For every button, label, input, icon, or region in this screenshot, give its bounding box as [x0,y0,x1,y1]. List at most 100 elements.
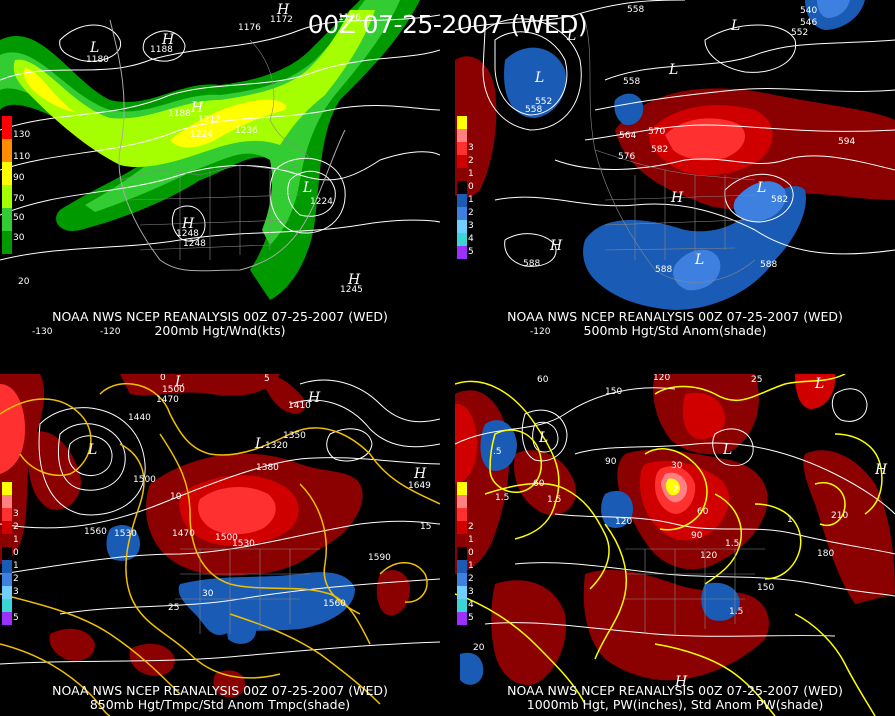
colorbar-label: 3 [468,221,474,231]
colorbar-label: 1 [13,561,19,571]
contour-label: 180 [817,549,834,559]
colorbar-label: 3 [468,143,474,153]
contour-label: 1500 [133,475,156,485]
panel-caption-field: 500mb Hgt/Std Anom(shade) [583,323,767,338]
panel-caption-field: 850mb Hgt/Tmpc/Std Anom Tmpc(shade) [89,697,351,712]
contour-label: 570 [648,127,665,137]
contour-label: 558 [623,77,640,87]
contour-label: 20 [473,643,485,653]
contour-label: 20 [18,277,30,287]
contour-label: 60 [533,479,545,489]
contour-label: 1188 [150,45,173,55]
contour-label: -120 [530,327,551,337]
pressure-center-label: L [174,374,184,390]
contour-label: 558 [627,5,644,15]
page-title: 00Z 07-25-2007 (WED) [307,10,588,39]
pressure-center-label: H [276,2,290,18]
colorbar-label: 4 [468,234,474,244]
contour-label: 120 [615,517,632,527]
contour-label: 2 [673,485,679,495]
contour-label: 1530 [114,529,137,539]
colorbar-label: 5 [468,613,474,623]
panel-caption-source: NOAA NWS NCEP REANALYSIS 00Z 07-25-2007 … [52,309,388,324]
contour-label: 1248 [176,229,199,239]
panel-caption-source: NOAA NWS NCEP REANALYSIS 00Z 07-25-2007 … [507,309,843,324]
colorbar-anomaly [457,116,467,259]
contour-label: 552 [791,28,808,38]
contour-label: 25 [751,375,762,385]
contour-label: 1.5 [729,607,743,617]
panel-500mb: 558 540 546 552 552 558 558 564 570 576 … [455,0,895,342]
colorbar-label: 2 [468,522,474,532]
contour-label: 60 [697,507,709,517]
contour-label: 594 [838,137,855,147]
contour-label: 582 [771,195,788,205]
map-500mb: 558 540 546 552 552 558 558 564 570 576 … [455,0,895,337]
colorbar-label: 1 [468,195,474,205]
colorbar-label: 0 [468,182,474,192]
colorbar-label: 50 [13,213,25,223]
contour-label: 1560 [323,599,346,609]
colorbar-label: 30 [13,233,25,243]
contour-label: 552 [535,97,552,107]
contour-label: 564 [619,131,636,141]
pressure-center-label: L [87,442,97,458]
contour-label: 1470 [156,395,179,405]
colorbar-label: 3 [13,587,19,597]
colorbar-label: 4 [468,600,474,610]
pressure-center-label: H [413,466,427,482]
pressure-center-label: H [674,674,688,690]
colorbar-label: 2 [468,208,474,218]
contour-label: 1530 [232,539,255,549]
contour-label: 120 [700,551,717,561]
contour-label: 1248 [183,239,206,249]
contour-label: 1176 [338,13,361,23]
colorbar-label: 2 [468,574,474,584]
contour-label: 0 [160,374,166,383]
contour-label: 1590 [368,553,391,563]
colorbar-label: 0 [13,548,19,558]
colorbar-anomaly [2,482,12,625]
contour-label: 1224 [190,130,213,140]
colorbar-label: 1 [468,169,474,179]
contour-label: 1172 [270,15,293,25]
colorbar-label: 5 [468,247,474,257]
pressure-center-label: H [549,238,563,254]
contour-label: 1500 [162,385,185,395]
colorbar-label: 1 [468,535,474,545]
contour-label: 1.5 [725,539,739,549]
map-1000mb: 60 120 150 90 30 60 90 120 210 180 150 1… [455,374,895,716]
pressure-center-label: L [814,376,824,392]
pressure-center-label: L [730,18,740,34]
contour-label: 1560 [84,527,107,537]
pressure-center-label: H [874,462,888,478]
contour-label: 1649 [408,481,431,491]
contour-label: 1224 [310,197,333,207]
colorbar-label: 130 [13,130,31,140]
contour-label: 30 [671,461,683,471]
panel-850mb: 1500 1470 1440 1350 1410 1320 1380 1500 … [0,374,440,716]
colorbar-label: 1 [13,535,19,545]
pressure-center-label: L [302,180,312,196]
contour-label: 1410 [288,401,311,411]
pressure-center-label: L [668,62,678,78]
contour-label: 1 [787,515,793,525]
colorbar-wind [2,116,12,254]
pressure-center-label: L [694,252,704,268]
pressure-center-label: H [347,272,361,288]
contour-label: 1212 [198,115,221,125]
colorbar-anomaly [457,482,467,625]
contour-label: 1188 [168,109,191,119]
pressure-center-label: L [89,40,99,56]
contour-label: 60 [537,375,549,385]
contour-label: 588 [760,260,777,270]
panel-caption-field: 1000mb Hgt, PW(inches), Std Anom PW(shad… [526,697,824,712]
contour-label: 1.5 [495,493,509,503]
contour-label: 1350 [283,431,306,441]
pressure-center-label: H [190,100,204,116]
contour-label: 30 [202,589,214,599]
contour-label: 1470 [172,529,195,539]
contour-label: 1236 [235,126,258,136]
colorbar-label: 2 [13,574,19,584]
pressure-center-label: H [307,390,321,406]
